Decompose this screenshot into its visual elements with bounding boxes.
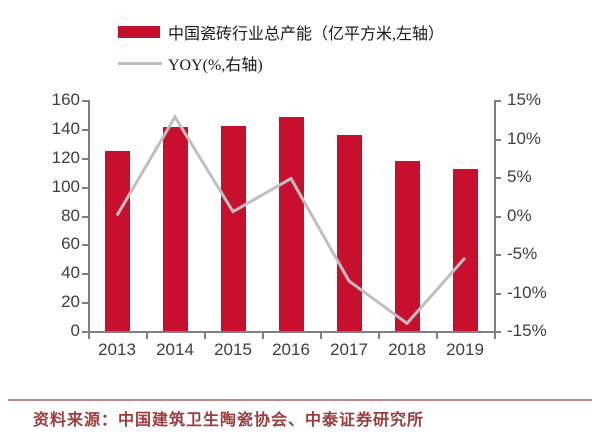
capacity-bar: [394, 160, 420, 331]
left-axis-tick: [82, 302, 88, 305]
right-axis-tick: [494, 292, 501, 295]
legend-item-yoy: YOY(%,右轴): [118, 51, 444, 75]
right-axis-tick-label: 10%: [507, 128, 542, 148]
right-axis-tick-label: 5%: [507, 167, 532, 186]
left-axis-tick-label: 120: [51, 147, 80, 167]
capacity-bar: [220, 125, 246, 331]
x-axis-tick-label: 2018: [388, 340, 426, 359]
left-axis-tick-label: 60: [61, 234, 80, 254]
x-axis-tick: [378, 331, 380, 339]
capacity-bar: [278, 117, 304, 331]
left-axis-tick-label: 40: [61, 263, 80, 283]
x-axis-tick: [494, 331, 496, 339]
legend-swatch-yoy: [118, 61, 162, 65]
left-axis-tick-label: 80: [61, 205, 80, 225]
source-text: 资料来源：中国建筑卫生陶瓷协会、中泰证券研究所: [33, 412, 425, 429]
x-axis-tick: [320, 331, 322, 339]
right-axis-tick-label: -15%: [507, 321, 547, 340]
left-axis-tick: [82, 244, 88, 247]
legend-item-capacity: 中国瓷砖行业总产能（亿平方米,左轴）: [118, 20, 444, 44]
x-axis-tick-label: 2014: [156, 340, 194, 359]
left-axis-tick-label: 100: [51, 176, 80, 196]
x-axis-tick-label: 2016: [272, 340, 310, 359]
right-axis-tick: [494, 138, 501, 141]
left-axis-tick-label: 160: [51, 90, 80, 109]
legend-label-capacity: 中国瓷砖行业总产能（亿平方米,左轴）: [168, 26, 445, 43]
left-axis-tick: [82, 331, 88, 333]
left-axis-tick: [82, 128, 88, 131]
right-axis-tick-label: 0%: [507, 205, 532, 225]
left-axis-line: [88, 100, 90, 333]
left-axis-tick: [82, 100, 88, 102]
legend-label-yoy: YOY(%,右轴): [168, 57, 263, 74]
capacity-bar: [452, 169, 478, 331]
chart-legend: 中国瓷砖行业总产能（亿平方米,左轴） YOY(%,右轴): [118, 20, 444, 82]
left-axis-tick-label: 0: [70, 321, 80, 340]
left-axis-tick: [82, 186, 88, 189]
x-axis-tick-label: 2013: [98, 340, 136, 359]
right-axis-tick: [494, 331, 501, 333]
x-axis-tick: [436, 331, 438, 339]
capacity-bar: [104, 150, 130, 331]
x-axis-tick-label: 2019: [446, 340, 484, 359]
left-axis-tick: [82, 215, 88, 218]
x-axis-tick-label: 2015: [214, 340, 252, 359]
x-axis-tick: [88, 331, 90, 339]
right-axis-tick-label: -10%: [507, 282, 547, 302]
left-axis-tick-label: 20: [61, 292, 80, 312]
x-axis-tick: [146, 331, 148, 339]
footer-divider: [8, 399, 592, 401]
x-axis-tick: [204, 331, 206, 339]
right-axis-tick: [494, 215, 501, 218]
left-axis-tick: [82, 157, 88, 160]
capacity-bar: [162, 127, 188, 331]
capacity-bar: [336, 134, 362, 331]
left-axis-tick: [82, 273, 88, 276]
x-axis-tick: [262, 331, 264, 339]
right-axis-tick-label: 15%: [507, 90, 542, 109]
right-axis-tick-label: -5%: [507, 244, 538, 263]
right-axis-tick: [494, 177, 501, 179]
x-axis-line: [88, 331, 496, 333]
legend-swatch-capacity: [118, 26, 160, 38]
right-axis-tick: [494, 254, 501, 256]
left-axis-tick-label: 140: [51, 118, 80, 138]
right-axis-tick: [494, 100, 501, 102]
x-axis-tick-label: 2017: [330, 340, 368, 359]
